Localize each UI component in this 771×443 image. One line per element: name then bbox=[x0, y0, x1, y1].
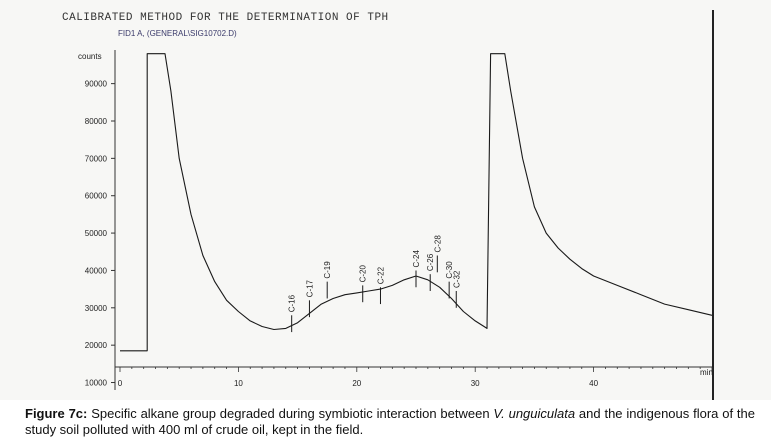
y-tick-label: 20000 bbox=[85, 341, 108, 350]
chromatogram-trace-group bbox=[120, 53, 713, 352]
chart-axes: 10000 20000 30000 40000 50000 60000 70000 80000… bbox=[85, 50, 713, 390]
chromatogram-scan bbox=[0, 0, 771, 400]
y-tick-label: 10000 bbox=[85, 379, 108, 388]
caption-text-2: and the indigenous flora of the study so… bbox=[25, 406, 756, 437]
signal-label: FID1 A, (GENERAL\SIG10702.D) bbox=[118, 29, 237, 38]
y-tick-label: 90000 bbox=[85, 80, 108, 89]
x-tick-label: 30 bbox=[471, 379, 480, 388]
figure-caption: Figure 7c: Specific alkane group degrade… bbox=[25, 406, 755, 438]
y-axis-label: counts bbox=[78, 52, 102, 61]
x-tick-label: 40 bbox=[589, 379, 598, 388]
chromatogram-chart: 10000 20000 30000 40000 50000 60000 70000 80000… bbox=[78, 50, 713, 390]
y-tick-label: 30000 bbox=[85, 304, 108, 313]
peak-label: C-26 bbox=[426, 253, 435, 271]
peak-label: C-22 bbox=[376, 266, 385, 284]
x-tick-label: 20 bbox=[352, 379, 361, 388]
method-title: CALIBRATED METHOD FOR THE DETERMINATION … bbox=[62, 12, 389, 24]
caption-species: V. unguiculata bbox=[493, 406, 576, 421]
y-tick-label: 40000 bbox=[85, 266, 108, 275]
peak-label: C-24 bbox=[412, 250, 421, 268]
caption-label: Figure 7c: bbox=[25, 406, 88, 421]
y-tick-label: 60000 bbox=[85, 192, 108, 201]
y-tick-label: 50000 bbox=[85, 229, 108, 238]
peak-label: C-30 bbox=[445, 261, 454, 279]
peak-label: C-32 bbox=[452, 270, 461, 288]
chromatogram-trace bbox=[120, 53, 713, 352]
x-axis-label: min bbox=[700, 368, 713, 377]
caption-text-1: Specific alkane group degraded during sy… bbox=[87, 406, 494, 421]
x-tick-label: 0 bbox=[118, 379, 123, 388]
peak-label: C-19 bbox=[323, 261, 332, 279]
right-border-line bbox=[712, 10, 714, 400]
peak-label: C-16 bbox=[288, 294, 297, 312]
peak-label: C-28 bbox=[433, 235, 442, 253]
y-tick-label: 80000 bbox=[85, 117, 108, 126]
peak-label: C-20 bbox=[359, 264, 368, 282]
peak-label: C-17 bbox=[305, 279, 314, 297]
y-tick-label: 70000 bbox=[85, 154, 108, 163]
x-tick-label: 10 bbox=[234, 379, 243, 388]
peak-labels-group: C-16 C-17 C-19 C-20 C-22 C-24 C-26C-28C-30C-32 bbox=[288, 235, 461, 333]
